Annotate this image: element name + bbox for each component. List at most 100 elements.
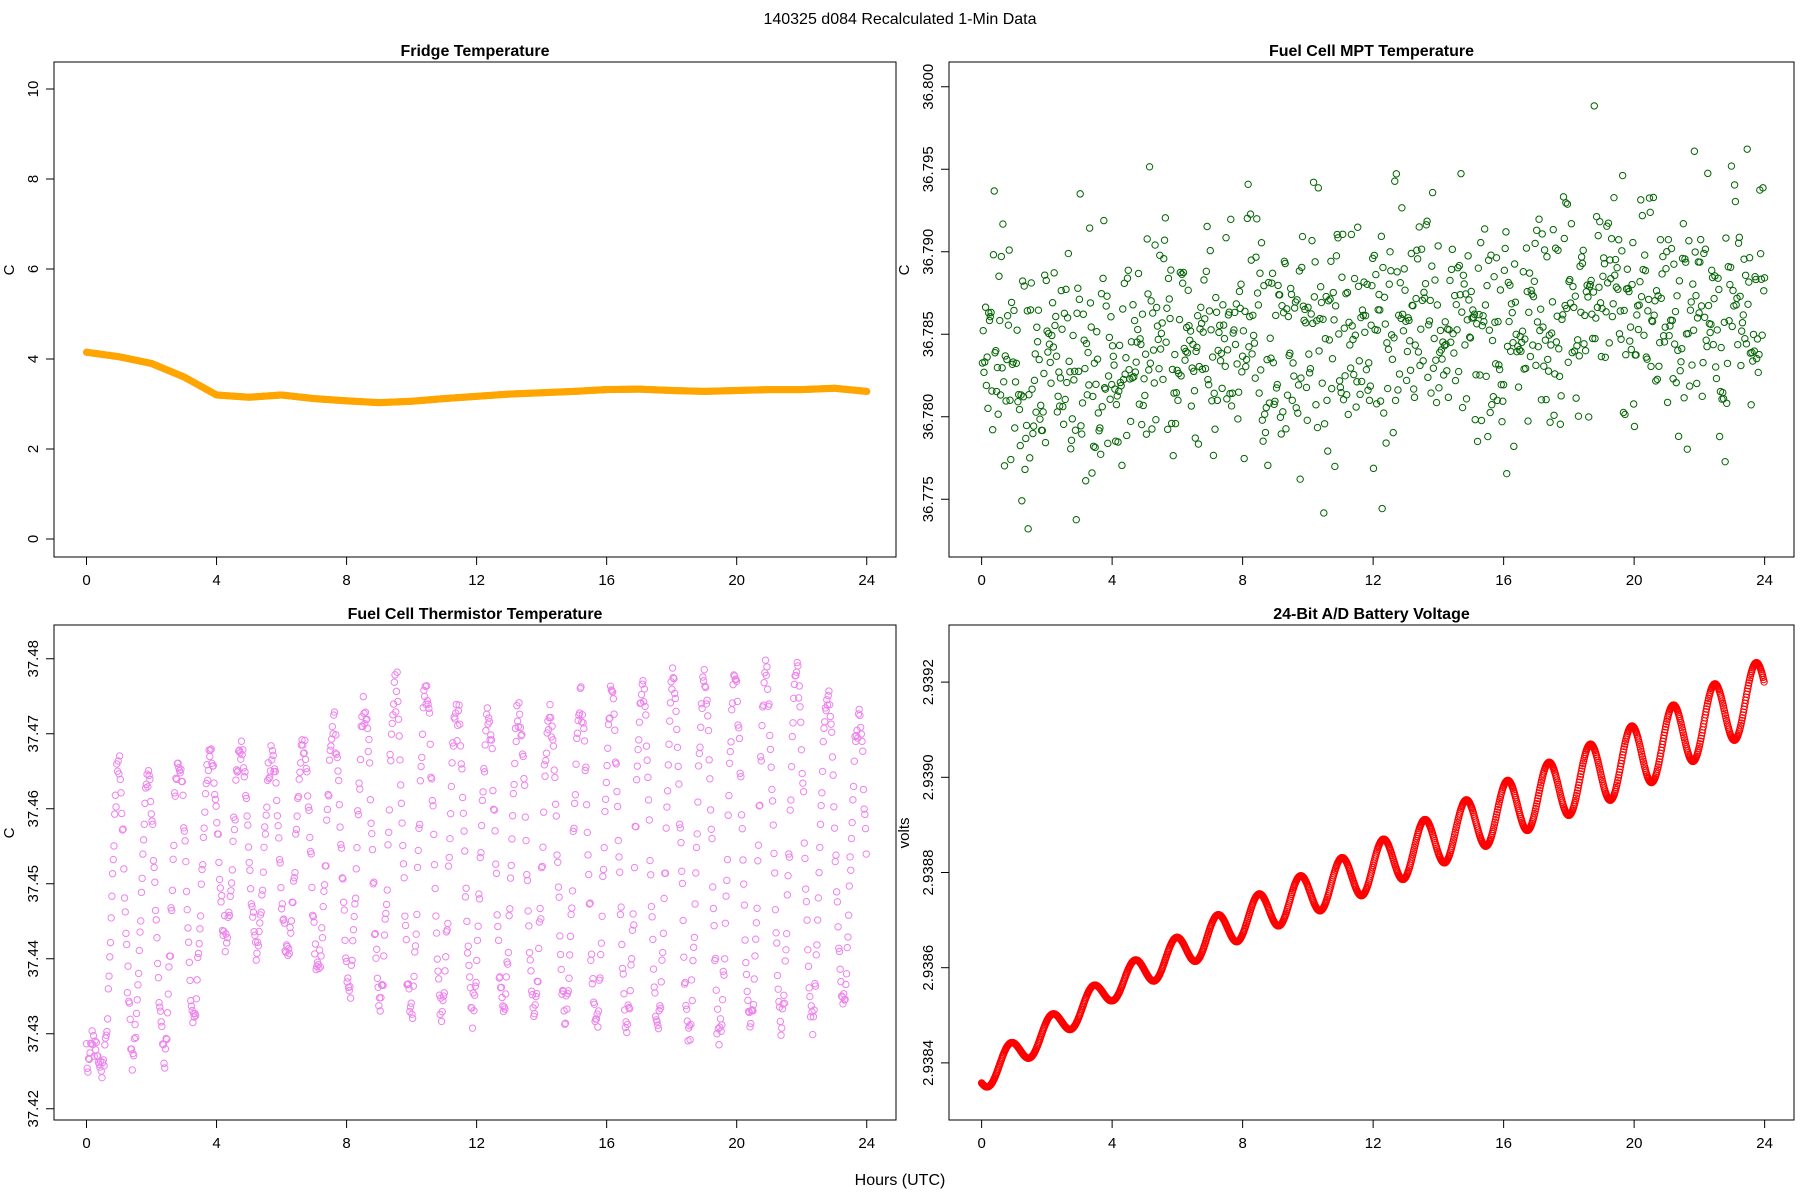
data-point	[605, 715, 613, 723]
data-point	[1506, 347, 1515, 355]
data-point	[820, 724, 828, 733]
data-point	[1018, 497, 1026, 505]
x-tick-label: 0	[977, 1135, 985, 1152]
data-point	[1025, 390, 1033, 399]
data-point	[334, 767, 342, 775]
data-point	[1744, 684, 1752, 693]
data-point	[1471, 415, 1479, 424]
data-point	[346, 982, 354, 991]
data-point	[1244, 180, 1252, 189]
data-point	[1192, 347, 1200, 356]
data-point	[1302, 383, 1311, 392]
data-point	[165, 963, 173, 971]
data-point	[1388, 355, 1397, 364]
data-point	[179, 791, 187, 799]
data-point	[447, 782, 456, 791]
data-point	[658, 956, 666, 964]
data-point	[670, 689, 679, 698]
data-point	[1579, 246, 1587, 255]
data-point	[1739, 311, 1747, 319]
x-tick-label: 20	[728, 572, 745, 589]
data-point	[1084, 348, 1092, 357]
data-point	[569, 827, 577, 836]
data-point	[692, 869, 700, 877]
data-point	[215, 875, 224, 884]
data-point	[150, 863, 158, 872]
data-point	[458, 765, 466, 773]
data-point	[494, 922, 502, 931]
data-point	[816, 843, 824, 852]
data-point	[1216, 357, 1225, 365]
data-point	[333, 753, 341, 762]
data-point	[614, 836, 623, 845]
data-point	[1658, 270, 1666, 278]
data-point	[1028, 385, 1036, 393]
data-point	[985, 316, 994, 325]
data-point	[1035, 355, 1043, 364]
data-point	[268, 746, 277, 755]
data-point	[1476, 371, 1484, 379]
data-point	[292, 830, 300, 838]
data-point	[1131, 368, 1140, 376]
data-point	[1670, 260, 1678, 268]
data-point	[579, 719, 587, 727]
data-point	[1384, 345, 1393, 353]
data-point	[1712, 374, 1721, 383]
data-point	[1539, 323, 1547, 331]
data-point	[1241, 307, 1249, 316]
data-point	[482, 710, 491, 719]
data-point	[1092, 380, 1100, 388]
data-point	[805, 984, 813, 992]
data-point	[623, 1028, 631, 1037]
data-point	[1118, 461, 1126, 470]
data-point	[247, 900, 256, 908]
data-point	[158, 1022, 166, 1031]
data-point	[1433, 301, 1442, 309]
data-point	[778, 1024, 786, 1032]
data-point	[1497, 380, 1505, 389]
data-point	[327, 735, 336, 743]
data-point	[1294, 381, 1303, 389]
data-point	[841, 995, 849, 1004]
data-point	[727, 738, 735, 746]
data-point	[1620, 745, 1628, 753]
data-point	[365, 759, 374, 767]
data-point	[612, 760, 620, 768]
data-point	[1621, 410, 1629, 419]
data-point	[116, 775, 125, 784]
data-point	[1697, 302, 1706, 310]
data-point	[83, 1064, 91, 1073]
data-point	[1734, 239, 1743, 247]
data-point	[126, 1015, 134, 1024]
data-point	[647, 871, 655, 879]
data-point	[1741, 334, 1749, 343]
data-point	[1239, 327, 1248, 335]
data-point	[696, 743, 704, 751]
data-point	[194, 953, 202, 962]
data-point	[1738, 714, 1747, 722]
data-point	[107, 914, 115, 922]
data-point	[385, 806, 394, 814]
data-point	[103, 1027, 111, 1036]
data-point	[1091, 443, 1099, 452]
y-tick-label: 10	[25, 81, 42, 98]
data-point	[154, 973, 163, 982]
data-point	[736, 769, 744, 777]
data-point	[1124, 266, 1132, 274]
data-point	[694, 762, 703, 770]
data-point	[1478, 322, 1486, 330]
data-point	[320, 887, 328, 896]
x-tick-label: 4	[1108, 1135, 1116, 1152]
data-point	[632, 823, 640, 831]
data-point	[457, 760, 465, 768]
data-point	[1311, 258, 1319, 266]
data-point	[1430, 334, 1438, 343]
data-point	[1479, 312, 1487, 320]
data-point	[1455, 261, 1464, 270]
data-point	[1661, 723, 1670, 731]
data-point	[331, 749, 339, 757]
data-point	[986, 312, 994, 321]
data-point	[1636, 277, 1644, 286]
data-point	[725, 791, 733, 800]
